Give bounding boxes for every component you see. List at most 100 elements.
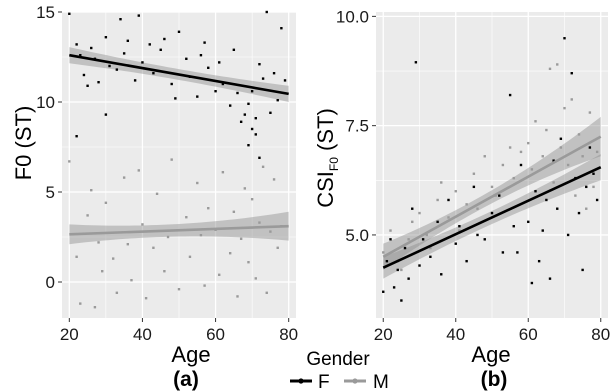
- data-point-m: [577, 133, 581, 136]
- panel-b-x-axis-title: Age: [471, 342, 510, 367]
- data-point-f: [86, 84, 89, 87]
- data-point-f: [97, 81, 100, 84]
- data-point-f: [68, 12, 71, 15]
- data-point-m: [265, 291, 268, 294]
- data-point-f: [476, 233, 479, 237]
- data-point-f: [247, 102, 250, 105]
- data-point-m: [185, 216, 188, 219]
- data-point-f: [585, 185, 588, 189]
- y-tick-label: 10.0: [336, 7, 369, 26]
- panel-b: 20 40 60 80 5.0 7.5 10.0 Age CSIF0 (ST) (b): [313, 7, 610, 391]
- data-point-m: [527, 141, 530, 145]
- data-point-f: [512, 225, 515, 228]
- data-point-m: [144, 297, 148, 300]
- x-tick-label: 80: [279, 325, 298, 344]
- data-point-m: [548, 67, 552, 71]
- data-point-m: [436, 198, 439, 202]
- data-point-f: [421, 238, 425, 241]
- data-point-m: [218, 273, 221, 276]
- data-point-m: [519, 150, 523, 154]
- data-point-m: [574, 194, 577, 197]
- data-point-f: [570, 72, 573, 75]
- data-point-m: [86, 214, 89, 217]
- x-tick-label: 40: [133, 325, 152, 344]
- y-tick-label: 5.0: [345, 226, 369, 245]
- data-point-f: [527, 220, 530, 224]
- legend-key-f-swatch-dot: [298, 378, 304, 384]
- data-point-m: [490, 185, 494, 189]
- data-point-m: [272, 178, 276, 181]
- data-point-m: [170, 158, 173, 161]
- legend-title: Gender: [306, 349, 370, 370]
- data-point-m: [581, 155, 584, 158]
- data-point-f: [592, 172, 595, 175]
- panel-a-y-axis-title: F0 (ST): [11, 106, 36, 181]
- y-tick-label: 5: [46, 183, 55, 202]
- regression-line-f: [69, 53, 289, 96]
- data-point-m: [276, 246, 279, 249]
- data-point-m: [254, 277, 257, 280]
- data-point-f: [577, 211, 581, 215]
- data-point-f: [236, 91, 239, 95]
- legend-key-f: F: [290, 372, 330, 391]
- data-point-m: [595, 150, 599, 154]
- panel-a-label: (a): [173, 368, 199, 391]
- data-point-m: [155, 192, 159, 195]
- data-point-m: [269, 230, 272, 233]
- data-point-m: [425, 233, 428, 237]
- data-point-f: [232, 48, 236, 51]
- data-point-f: [556, 207, 559, 210]
- data-point-m: [465, 203, 468, 206]
- x-tick-label: 20: [374, 325, 393, 344]
- data-point-f: [385, 259, 389, 263]
- data-point-f: [276, 99, 279, 102]
- data-point-m: [97, 241, 100, 244]
- data-point-m: [585, 207, 588, 210]
- data-point-f: [218, 61, 221, 64]
- data-point-f: [552, 159, 555, 162]
- data-point-f: [258, 156, 261, 159]
- data-point-m: [411, 220, 414, 224]
- data-point-f: [436, 220, 439, 224]
- data-point-f: [530, 281, 534, 285]
- data-point-f: [207, 66, 210, 69]
- legend-key-m-label: M: [373, 372, 389, 391]
- data-point-f: [243, 113, 247, 116]
- data-point-m: [400, 268, 403, 272]
- data-point-f: [272, 72, 276, 75]
- data-point-f: [133, 79, 137, 82]
- data-point-m: [501, 163, 505, 167]
- data-point-f: [261, 77, 265, 80]
- data-point-m: [177, 288, 181, 291]
- data-point-f: [400, 299, 403, 302]
- data-point-m: [592, 185, 595, 189]
- panel-b-points: [382, 37, 599, 302]
- data-point-m: [454, 190, 457, 193]
- data-point-f: [519, 163, 523, 167]
- data-point-f: [148, 43, 151, 46]
- data-point-f: [250, 90, 254, 93]
- data-point-m: [389, 229, 392, 232]
- data-point-f: [90, 46, 93, 50]
- data-point-f: [141, 61, 144, 64]
- data-point-m: [418, 211, 421, 215]
- data-point-f: [239, 120, 243, 123]
- panel-b-regression-lines: [382, 135, 602, 269]
- data-point-m: [122, 176, 126, 179]
- data-point-m: [207, 207, 210, 210]
- data-point-f: [403, 246, 407, 250]
- data-point-f: [581, 268, 584, 272]
- data-point-f: [170, 82, 173, 86]
- data-point-f: [163, 37, 166, 41]
- data-point-f: [537, 259, 541, 263]
- data-point-m: [152, 246, 155, 249]
- data-point-m: [447, 216, 450, 219]
- data-point-m: [101, 270, 104, 273]
- panel-a: 20 40 60 80 0 5 10 15 Age F0 (ST) (a): [11, 3, 298, 391]
- data-point-m: [166, 235, 170, 239]
- data-point-f: [254, 133, 257, 136]
- data-point-m: [188, 255, 192, 258]
- data-point-f: [454, 242, 457, 245]
- data-point-m: [247, 261, 250, 264]
